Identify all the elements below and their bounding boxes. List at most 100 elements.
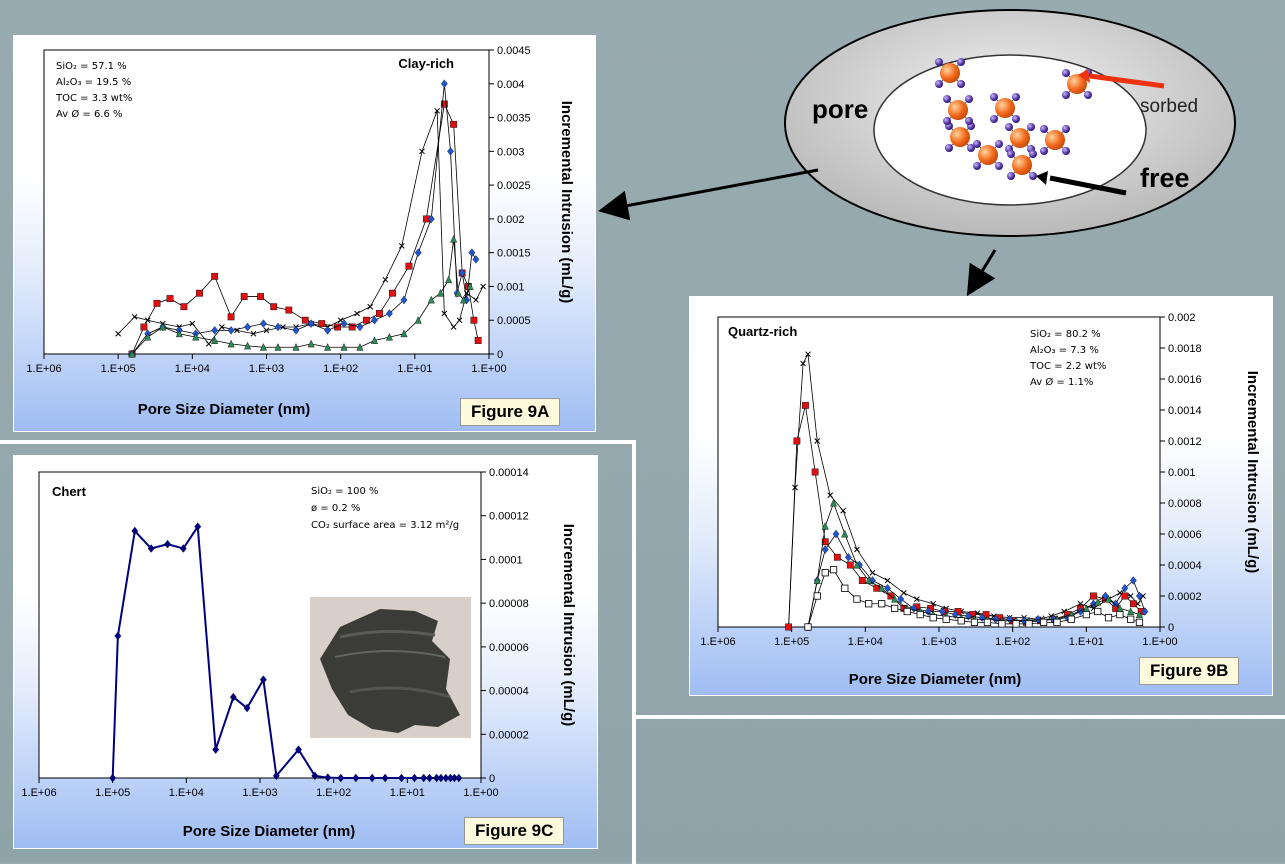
- hydrogen-atom: [965, 117, 973, 125]
- data-point: [878, 584, 886, 592]
- hydrogen-atom: [1062, 125, 1070, 133]
- data-point: [179, 544, 187, 553]
- hydrogen-atom: [990, 115, 998, 123]
- hydrogen-atom: [973, 140, 981, 148]
- series-0: [109, 522, 463, 783]
- data-point: [804, 623, 812, 631]
- data-point: [128, 349, 136, 358]
- y-tick-label: 0.002: [1168, 312, 1196, 324]
- data-point: [455, 773, 463, 783]
- arrow-to-figure-9a: [598, 168, 819, 221]
- data-point: [970, 618, 979, 626]
- data-point: [280, 324, 286, 330]
- free-arrow: [1049, 175, 1127, 196]
- data-point: [450, 120, 458, 128]
- data-point: [445, 275, 453, 284]
- data-point: [311, 771, 319, 781]
- data-point: [400, 329, 408, 338]
- data-point: [260, 319, 267, 328]
- data-point: [192, 332, 200, 341]
- chart-title: Clay-rich: [398, 56, 454, 71]
- chart-annotation: Av Ø = 6.6 %: [56, 108, 123, 120]
- data-point: [832, 529, 840, 539]
- data-point: [458, 268, 466, 278]
- data-point: [337, 773, 345, 783]
- series-2: [804, 529, 1149, 632]
- y-tick-label: 0.001: [1168, 467, 1196, 479]
- figure-9b-label: Figure 9B: [1139, 657, 1240, 685]
- data-point: [1135, 610, 1143, 618]
- data-point: [468, 248, 476, 257]
- data-point: [196, 289, 203, 297]
- data-point: [419, 148, 425, 155]
- figure-9b-chart: 0 0.0002 0.0004 0.0006 0.0008 0.001 0.0012 0.00…: [700, 312, 1261, 688]
- x-tick-label: 1.E+05: [101, 363, 136, 375]
- figure-9a-chart: 0 0.0005 0.001 0.0015 0.002 0.0025 0.003 0.0035…: [26, 45, 575, 418]
- data-point: [865, 600, 873, 608]
- data-point: [211, 326, 219, 335]
- data-point: [913, 596, 920, 602]
- hydrogen-atom: [990, 93, 998, 101]
- data-point: [398, 773, 405, 783]
- carbon-atom: [978, 145, 998, 165]
- data-point: [454, 289, 462, 297]
- data-point: [414, 316, 422, 324]
- y-tick-label: 0.00012: [489, 511, 529, 523]
- data-point: [131, 526, 139, 536]
- data-point: [274, 343, 282, 351]
- data-point: [385, 332, 393, 341]
- data-point: [376, 310, 383, 317]
- data-point: [194, 522, 202, 531]
- data-point: [324, 343, 332, 351]
- data-point: [1025, 620, 1033, 628]
- data-point: [307, 339, 315, 348]
- data-point: [147, 544, 155, 553]
- carbon-atom: [1067, 74, 1087, 94]
- data-point: [427, 214, 435, 224]
- data-point: [447, 147, 454, 156]
- plot-area: [43, 49, 490, 355]
- carbon-atom: [948, 100, 968, 120]
- data-point: [884, 584, 891, 593]
- free-label: free: [1140, 163, 1190, 193]
- x-tick-label: 1.E+00: [463, 787, 498, 799]
- data-point: [1129, 600, 1137, 608]
- data-point: [470, 316, 478, 324]
- data-point: [354, 310, 360, 317]
- x-tick-label: 1.E+01: [390, 787, 425, 799]
- data-point: [292, 326, 300, 335]
- data-point: [140, 323, 148, 331]
- data-point: [821, 538, 829, 546]
- x-axis-title: Pore Size Diameter (nm): [138, 401, 311, 418]
- arrow-to-figure-9b: [966, 249, 997, 297]
- data-point: [821, 545, 829, 554]
- data-point: [437, 289, 445, 297]
- data-point: [957, 617, 965, 625]
- data-point: [352, 773, 360, 783]
- data-point: [114, 631, 122, 641]
- data-point: [109, 773, 117, 783]
- hydrogen-atom: [1007, 172, 1015, 180]
- y-tick-label: 0.004: [497, 79, 525, 91]
- methane-molecules: [935, 58, 1092, 180]
- carbon-atom: [1045, 130, 1065, 150]
- data-point: [853, 595, 861, 603]
- figure-9b-panel: 0 0.0002 0.0004 0.0006 0.0008 0.001 0.0012 0.00…: [689, 296, 1273, 696]
- data-point: [814, 438, 821, 444]
- series-4: [804, 566, 1144, 631]
- data-point: [800, 360, 806, 367]
- data-point: [370, 336, 378, 344]
- y-tick-label: 0.0008: [1168, 498, 1202, 510]
- x-axis-title: Pore Size Diameter (nm): [849, 671, 1022, 688]
- data-point: [164, 539, 171, 549]
- data-point: [1129, 576, 1137, 585]
- x-tick-label: 1.E+04: [848, 636, 883, 648]
- series-1: [128, 100, 482, 358]
- data-point: [844, 553, 852, 562]
- pore-label: pore: [812, 94, 868, 124]
- chart-annotation: TOC = 3.3 wt%: [55, 93, 132, 104]
- data-point: [348, 323, 356, 331]
- data-point: [340, 319, 348, 328]
- hydrogen-atom: [935, 80, 943, 88]
- data-point: [1136, 591, 1143, 601]
